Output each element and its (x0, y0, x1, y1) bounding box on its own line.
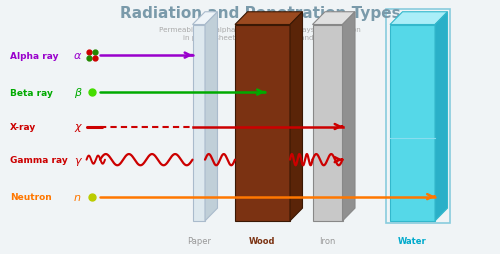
Text: γ: γ (74, 155, 81, 165)
Polygon shape (390, 25, 435, 221)
Polygon shape (312, 25, 342, 221)
Polygon shape (390, 13, 448, 25)
Text: Water: Water (398, 236, 427, 245)
Polygon shape (235, 25, 290, 221)
Polygon shape (192, 13, 218, 25)
Text: Radiation and Penetration Types: Radiation and Penetration Types (120, 6, 400, 21)
Text: Neutron: Neutron (10, 192, 52, 201)
Text: Permeability of alpha, beta, x, gamma rays and neutron
in paper sheet, wood, iro: Permeability of alpha, beta, x, gamma ra… (159, 27, 361, 41)
Polygon shape (205, 13, 218, 221)
Polygon shape (312, 13, 355, 25)
Polygon shape (290, 13, 302, 221)
Text: Paper: Paper (186, 236, 210, 245)
Text: Beta ray: Beta ray (10, 88, 53, 97)
Text: Gamma ray: Gamma ray (10, 155, 68, 165)
Text: α: α (74, 51, 81, 61)
Polygon shape (435, 13, 448, 221)
Polygon shape (192, 25, 205, 221)
Text: χ: χ (74, 122, 81, 132)
Text: Alpha ray: Alpha ray (10, 51, 58, 60)
Text: X-ray: X-ray (10, 122, 36, 132)
Text: n: n (74, 192, 81, 202)
Text: β: β (74, 88, 81, 98)
Text: Wood: Wood (249, 236, 276, 245)
Text: Iron: Iron (320, 236, 336, 245)
Polygon shape (235, 13, 302, 25)
Polygon shape (342, 13, 355, 221)
